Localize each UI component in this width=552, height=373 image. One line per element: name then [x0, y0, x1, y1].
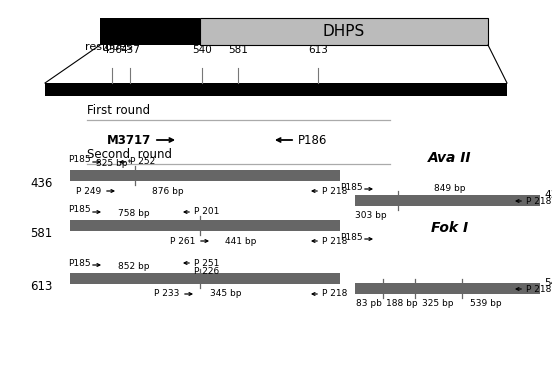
- Text: P 218: P 218: [526, 285, 551, 294]
- Text: P186: P186: [298, 134, 327, 147]
- Text: 437: 437: [544, 190, 552, 200]
- Text: P185: P185: [68, 156, 91, 164]
- Text: P 252: P 252: [130, 157, 155, 166]
- Text: P 218: P 218: [322, 236, 347, 245]
- Text: 852 bp: 852 bp: [118, 262, 150, 271]
- Text: 758 bp: 758 bp: [118, 209, 150, 218]
- Text: 345 bp: 345 bp: [210, 289, 242, 298]
- Text: P 249: P 249: [76, 186, 101, 195]
- Text: P 218: P 218: [526, 197, 551, 206]
- Bar: [70, 220, 340, 231]
- Text: P 201: P 201: [194, 207, 219, 216]
- Text: 849 bp: 849 bp: [434, 184, 466, 193]
- Text: M3717: M3717: [107, 134, 151, 147]
- Text: residues: residues: [85, 42, 132, 52]
- Text: Ava II: Ava II: [428, 151, 472, 165]
- Text: P 261: P 261: [170, 236, 195, 245]
- Bar: [355, 283, 540, 294]
- Text: P185: P185: [68, 258, 91, 267]
- Text: 303 bp: 303 bp: [355, 211, 386, 220]
- Text: 581: 581: [30, 227, 52, 240]
- Text: DHPS: DHPS: [323, 24, 365, 39]
- Text: 441 bp: 441 bp: [225, 236, 256, 245]
- Text: 540: 540: [192, 45, 212, 55]
- Text: Second  round: Second round: [87, 148, 172, 162]
- Text: 539 bp: 539 bp: [470, 300, 502, 308]
- Bar: [100, 18, 200, 45]
- Bar: [355, 195, 540, 206]
- Bar: [45, 83, 507, 96]
- Text: 325 bp: 325 bp: [422, 300, 454, 308]
- Text: 613: 613: [308, 45, 328, 55]
- Text: 613: 613: [30, 280, 52, 293]
- Text: 83 pb: 83 pb: [356, 300, 382, 308]
- Text: 436: 436: [102, 45, 122, 55]
- Text: 437: 437: [120, 45, 140, 55]
- Bar: [200, 18, 488, 45]
- Text: P 226: P 226: [194, 266, 219, 276]
- Text: 581: 581: [228, 45, 248, 55]
- Text: P 218: P 218: [322, 186, 347, 195]
- Text: P185: P185: [340, 182, 363, 191]
- Text: 188 bp: 188 bp: [386, 300, 418, 308]
- Text: 325 bp*: 325 bp*: [96, 159, 132, 168]
- Text: P 233: P 233: [154, 289, 179, 298]
- Text: First round: First round: [87, 104, 150, 117]
- Text: P185: P185: [340, 232, 363, 241]
- Text: 540: 540: [544, 278, 552, 288]
- Text: 876 bp: 876 bp: [152, 186, 184, 195]
- Text: 436: 436: [30, 177, 52, 190]
- Text: Fok I: Fok I: [432, 221, 469, 235]
- Bar: [70, 170, 340, 181]
- Text: P185: P185: [68, 206, 91, 214]
- Text: P 218: P 218: [322, 289, 347, 298]
- Text: P 251: P 251: [194, 258, 219, 267]
- Bar: [70, 273, 340, 284]
